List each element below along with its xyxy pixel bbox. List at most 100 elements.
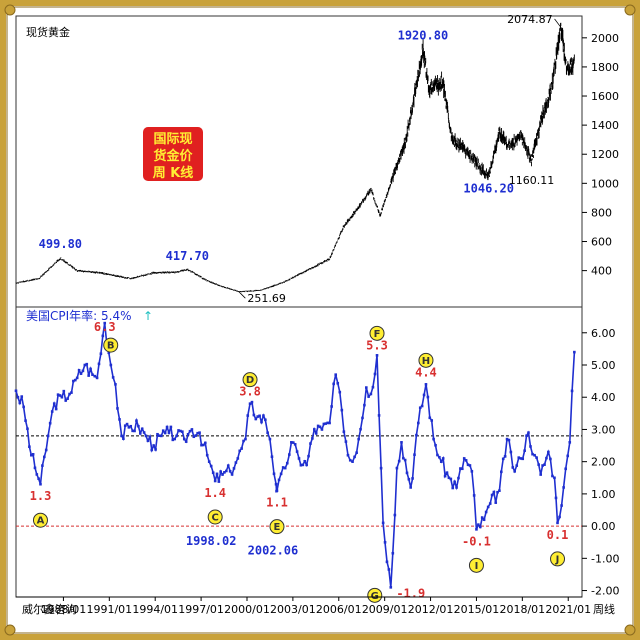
cpi-marker-circle: [269, 519, 285, 535]
cpi-point: [213, 479, 217, 483]
cpi-point: [564, 467, 567, 471]
cpi-point: [252, 413, 256, 417]
gold-annotation-label: 2074.87: [507, 13, 553, 26]
cpi-point: [109, 363, 113, 367]
badge-line-1: 国际现: [153, 132, 192, 147]
gold-title: 现货黄金: [26, 25, 70, 39]
cpi-point: [186, 432, 190, 436]
cpi-point: [554, 496, 558, 500]
cpi-point: [409, 486, 412, 489]
cpi-point: [455, 486, 458, 489]
cpi-point: [281, 466, 285, 469]
cpi-point: [307, 454, 310, 458]
cpi-point: [500, 470, 503, 474]
cpi-point: [135, 419, 138, 422]
cpi-point: [547, 450, 550, 454]
cpi-point: [202, 443, 205, 447]
cpi-point: [326, 421, 329, 425]
gold-ytick-label: 600: [591, 236, 612, 249]
cpi-point: [568, 441, 572, 444]
frame-inner: [6, 6, 634, 634]
cpi-point: [181, 430, 184, 433]
cpi-point: [22, 405, 25, 409]
cpi-point: [535, 456, 538, 459]
cpi-point: [54, 407, 58, 411]
cpi-point: [342, 430, 346, 434]
cpi-point: [20, 395, 24, 398]
cpi-point: [328, 421, 331, 425]
cpi-point: [543, 463, 546, 466]
cpi-point: [330, 405, 333, 408]
cpi-point: [549, 457, 552, 461]
cpi-point: [175, 434, 178, 438]
cpi-point: [391, 551, 395, 555]
cpi-point: [140, 427, 144, 431]
cpi-point: [291, 441, 295, 444]
cpi-point: [361, 416, 364, 420]
cpi-point: [545, 456, 548, 460]
cpi-point: [35, 473, 39, 476]
cpi-point: [131, 429, 134, 433]
cpi-point: [400, 441, 403, 444]
cpi-point: [31, 453, 35, 456]
cpi-marker-circle: [468, 557, 484, 573]
cpi-point: [37, 477, 40, 480]
cpi-point: [403, 458, 407, 462]
gold-ytick-label: 1600: [591, 90, 619, 103]
cpi-point: [226, 464, 230, 467]
cpi-point: [293, 443, 297, 446]
cpi-point: [154, 448, 157, 451]
cpi-point: [150, 448, 154, 452]
cpi-point: [14, 389, 18, 393]
cpi-point: [120, 434, 123, 438]
cpi-point: [529, 445, 532, 448]
cpi-point: [116, 407, 119, 410]
cpi-point: [52, 402, 56, 405]
cpi-point: [397, 459, 401, 463]
cpi-point: [125, 422, 129, 426]
cpi-ytick-label: 1.00: [591, 488, 616, 501]
cpi-panel: [15, 306, 583, 598]
cpi-point: [367, 395, 370, 398]
cpi-point: [246, 414, 250, 417]
x-tick-label: 1994/01: [132, 603, 178, 616]
cpi-point: [482, 518, 486, 521]
cpi-marker-circle: [207, 509, 223, 525]
cpi-point: [122, 437, 125, 441]
cpi-point: [507, 438, 511, 442]
gold-annotation-label: 251.69: [247, 292, 286, 305]
gold-annotation-leader: [239, 291, 246, 299]
cpi-point: [295, 450, 299, 453]
cpi-marker-letter: A: [37, 516, 45, 527]
x-tick-label: 2006/01: [316, 603, 362, 616]
cpi-point: [26, 427, 29, 431]
cpi-point: [521, 457, 525, 461]
cpi-point: [511, 466, 515, 469]
cpi-point: [264, 418, 267, 422]
cpi-point: [503, 455, 507, 458]
cpi-marker-circle: [367, 587, 383, 603]
gold-panel: [15, 15, 583, 308]
cpi-point: [142, 431, 146, 434]
cpi-annotation-value: 1.3: [30, 489, 52, 503]
cpi-point: [114, 383, 117, 386]
cpi-point: [336, 381, 340, 385]
cpi-annotation-value: 3.8: [239, 385, 261, 399]
cpi-point: [41, 464, 44, 467]
cpi-point: [184, 440, 188, 443]
cpi-ytick-label: 5.00: [591, 359, 616, 372]
cpi-point: [248, 402, 252, 405]
cpi-point: [570, 389, 574, 393]
gold-annotation-label: 1046.20: [463, 182, 514, 196]
cpi-arrow: ↑: [143, 309, 153, 323]
cpi-point: [215, 472, 219, 476]
cpi-point: [266, 431, 269, 435]
cpi-point: [207, 460, 211, 464]
cpi-point: [551, 474, 554, 478]
cpi-point: [192, 435, 196, 439]
cpi-point: [449, 477, 453, 481]
corner-ornament: [4, 4, 16, 16]
cpi-point: [240, 447, 243, 450]
x-tick-label: 2003/01: [270, 603, 316, 616]
